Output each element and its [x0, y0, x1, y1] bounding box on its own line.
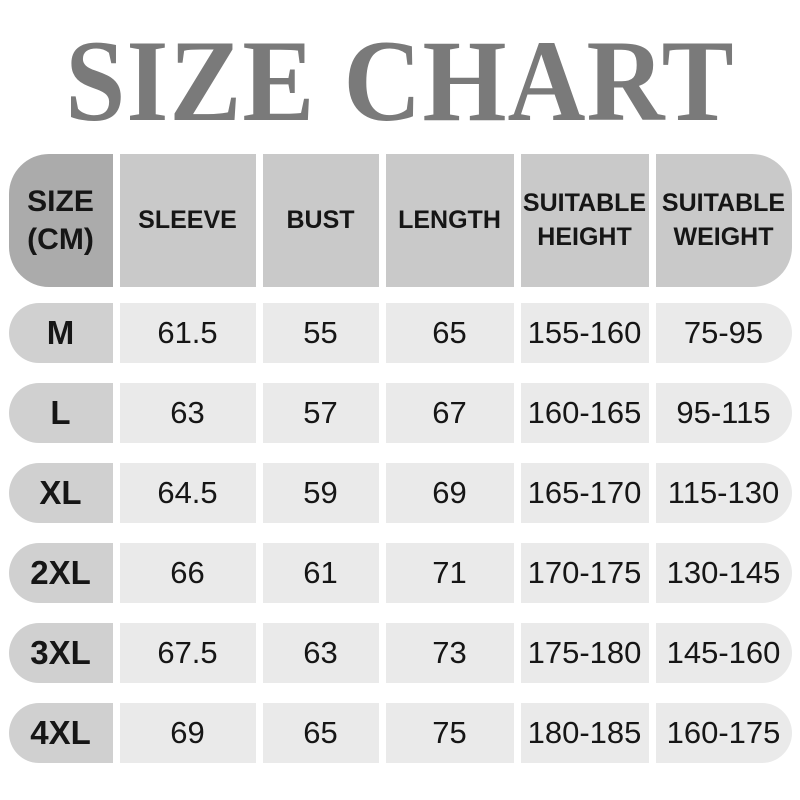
length-value: 75 — [385, 703, 514, 763]
sleeve-value: 64.5 — [119, 463, 256, 523]
height-range: 160-165 — [520, 383, 649, 443]
column-header-bust: BUST — [262, 154, 379, 287]
length-value: 71 — [385, 543, 514, 603]
weight-range: 115-130 — [655, 463, 792, 523]
size-label: L — [8, 383, 113, 443]
weight-range: 95-115 — [655, 383, 792, 443]
weight-range: 130-145 — [655, 543, 792, 603]
height-range: 175-180 — [520, 623, 649, 683]
length-value: 65 — [385, 303, 514, 363]
height-range: 155-160 — [520, 303, 649, 363]
size-table: SIZE (CM) SLEEVE BUST LENGTH SUITABLE HE… — [8, 154, 792, 763]
height-range: 170-175 — [520, 543, 649, 603]
page-title: SIZE CHART — [65, 17, 735, 147]
column-header-sleeve: SLEEVE — [119, 154, 256, 287]
length-value: 69 — [385, 463, 514, 523]
table-row-4xl: 4XL 69 65 75 180-185 160-175 — [8, 703, 792, 763]
size-label: XL — [8, 463, 113, 523]
column-header-size: SIZE (CM) — [8, 154, 113, 287]
length-value: 73 — [385, 623, 514, 683]
size-label: 2XL — [8, 543, 113, 603]
sleeve-value: 67.5 — [119, 623, 256, 683]
table-row-l: L 63 57 67 160-165 95-115 — [8, 383, 792, 443]
sleeve-value: 69 — [119, 703, 256, 763]
column-header-length: LENGTH — [385, 154, 514, 287]
bust-value: 55 — [262, 303, 379, 363]
size-label: 3XL — [8, 623, 113, 683]
size-label: 4XL — [8, 703, 113, 763]
bust-value: 65 — [262, 703, 379, 763]
size-label: M — [8, 303, 113, 363]
bust-value: 63 — [262, 623, 379, 683]
length-value: 67 — [385, 383, 514, 443]
bust-value: 61 — [262, 543, 379, 603]
height-range: 165-170 — [520, 463, 649, 523]
weight-range: 160-175 — [655, 703, 792, 763]
table-row-3xl: 3XL 67.5 63 73 175-180 145-160 — [8, 623, 792, 683]
table-row-2xl: 2XL 66 61 71 170-175 130-145 — [8, 543, 792, 603]
sleeve-value: 63 — [119, 383, 256, 443]
column-header-suitable-weight: SUITABLE WEIGHT — [655, 154, 792, 287]
height-range: 180-185 — [520, 703, 649, 763]
table-row-m: M 61.5 55 65 155-160 75-95 — [8, 303, 792, 363]
sleeve-value: 61.5 — [119, 303, 256, 363]
weight-range: 75-95 — [655, 303, 792, 363]
bust-value: 59 — [262, 463, 379, 523]
table-header-row: SIZE (CM) SLEEVE BUST LENGTH SUITABLE HE… — [8, 154, 792, 287]
sleeve-value: 66 — [119, 543, 256, 603]
table-row-xl: XL 64.5 59 69 165-170 115-130 — [8, 463, 792, 523]
column-header-suitable-height: SUITABLE HEIGHT — [520, 154, 649, 287]
bust-value: 57 — [262, 383, 379, 443]
weight-range: 145-160 — [655, 623, 792, 683]
